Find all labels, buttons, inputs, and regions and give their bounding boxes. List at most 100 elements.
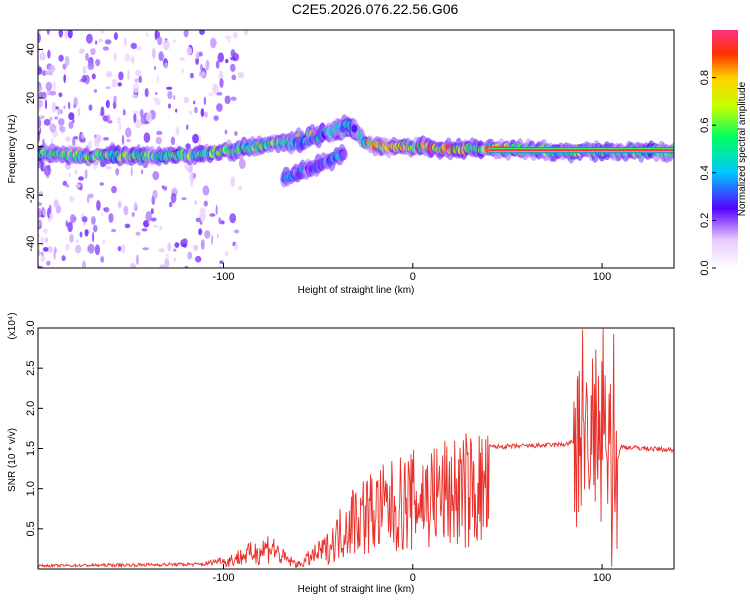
spectrogram-y-label: Frequency (Hz): [7, 115, 18, 184]
spectrogram-cell: [38, 233, 41, 238]
spectrogram-cell: [156, 130, 163, 136]
x-tick-label: 0: [410, 572, 416, 584]
spectrogram-cell: [134, 78, 140, 83]
spectrogram-cell: [101, 212, 104, 216]
snr-y-label: SNR (10 * v/v): [7, 428, 18, 492]
spectrogram-cell: [232, 31, 238, 39]
snr-marks: [38, 328, 674, 569]
spectrogram-cell: [64, 55, 70, 67]
spectrogram-cell: [152, 47, 156, 59]
spectrogram-cell: [107, 114, 111, 124]
spectrogram-cell: [193, 100, 196, 105]
spectrogram-cell: [46, 260, 51, 266]
spectrogram-cell: [81, 74, 88, 83]
colorbar-tick-label: 0.6: [699, 118, 711, 133]
spectrogram-cell: [173, 95, 176, 100]
spectrogram-cell: [131, 54, 134, 65]
spectrogram-x-ticks: -100 0 100: [212, 263, 611, 283]
spectrogram-cell: [131, 94, 138, 99]
spectrogram-cell: [79, 231, 83, 238]
y-tick-label: 2.5: [25, 361, 37, 376]
spectrogram-cell: [60, 125, 66, 133]
spectrogram-cell: [62, 180, 68, 186]
spectrogram-cell: [165, 253, 170, 258]
spectrogram-cell: [179, 57, 186, 61]
spectrogram-cell: [118, 71, 124, 81]
spectrogram-cell: [157, 36, 163, 46]
spectrogram-cell: [93, 136, 100, 147]
spectrogram-cell: [105, 166, 112, 170]
spectrogram-cell: [158, 248, 165, 253]
spectrogram-cell: [132, 83, 140, 94]
spectrogram-cell: [108, 213, 114, 223]
spectrogram-cell: [167, 242, 172, 252]
spectrogram-cell: [130, 42, 137, 50]
spectrogram-cell: [117, 200, 122, 209]
spectrogram-cell: [145, 112, 153, 124]
spectrogram-cell: [38, 202, 43, 207]
colorbar-tick-label: 0.2: [699, 213, 711, 228]
spectrogram-cell: [186, 46, 192, 56]
spectrogram-cell: [230, 176, 235, 187]
spectrogram-cell: [80, 133, 85, 140]
spectrogram-cell: [150, 217, 157, 222]
spectrogram-cell: [216, 233, 219, 239]
spectrogram-cell: [105, 71, 113, 78]
snr-x-label: Height of straight line (km): [298, 584, 415, 595]
spectrogram-cell: [55, 106, 59, 110]
y-tick-label: 3.0: [25, 320, 37, 335]
spectrogram-cell: [143, 132, 151, 143]
spectrogram-cell: [173, 248, 177, 252]
spectrogram-cell: [40, 115, 45, 119]
spectrogram-cell: [58, 118, 65, 126]
spectrogram-cell: [95, 59, 101, 67]
spectrogram-cell: [153, 224, 159, 228]
spectrogram-cell: [237, 71, 245, 79]
y-tick-label: 20: [25, 92, 37, 104]
spectrogram-cell: [173, 39, 177, 43]
spectrogram-cell: [159, 264, 166, 268]
spectrogram-cell: [98, 38, 103, 43]
spectrogram-cell: [78, 176, 84, 181]
spectrogram-cell: [161, 185, 164, 189]
spectrogram-cell: [47, 245, 53, 254]
spectrogram-cell: [154, 65, 156, 70]
spectrogram-cell: [95, 40, 98, 45]
spectrogram-cell: [68, 121, 74, 129]
spectrogram-cell: [41, 91, 47, 100]
x-tick-label: -100: [212, 572, 234, 584]
spectrogram-cell: [38, 207, 42, 218]
spectrogram-cell: [54, 246, 57, 254]
y-tick-label: 1.0: [25, 481, 37, 496]
figure-title: C2E5.2026.076.22.56.G06: [292, 1, 459, 17]
spectrogram-cell: [58, 92, 63, 98]
spectrogram-cell: [99, 182, 105, 186]
spectrogram-cell: [102, 46, 109, 51]
spectrogram-cell: [156, 75, 160, 84]
spectrogram-cell: [132, 110, 140, 114]
spectrogram-cell: [74, 136, 79, 140]
spectrogram-cell: [351, 124, 358, 133]
spectrogram-cell: [225, 58, 229, 64]
spectrogram-cell: [159, 225, 163, 231]
spectrogram-cell: [47, 49, 51, 59]
spectrogram-panel: -100 0 100 -40 -20 0 20 40 Height of straight …: [7, 29, 675, 296]
spectrogram-cell: [141, 169, 144, 175]
spectrogram-cell: [38, 32, 41, 44]
spectrogram-x-label: Height of straight line (km): [298, 285, 415, 296]
spectrogram-cell: [204, 111, 208, 118]
spectrogram-cell: [45, 81, 53, 91]
spectrogram-cell: [79, 48, 85, 54]
spectrogram-cell: [199, 220, 203, 225]
spectrogram-cell: [41, 251, 44, 257]
spectrogram-cell: [105, 86, 112, 90]
spectrogram-cell: [45, 237, 48, 243]
snr-scale-note: (x10⁴): [7, 312, 18, 339]
spectrogram-cell: [42, 209, 47, 217]
spectrogram-cell: [215, 204, 218, 215]
spectrogram-cell: [150, 208, 154, 215]
spectrogram-cell: [152, 171, 160, 181]
spectrogram-cell: [234, 131, 238, 136]
y-tick-label: 1.5: [25, 441, 37, 456]
spectrogram-cell: [143, 120, 150, 125]
